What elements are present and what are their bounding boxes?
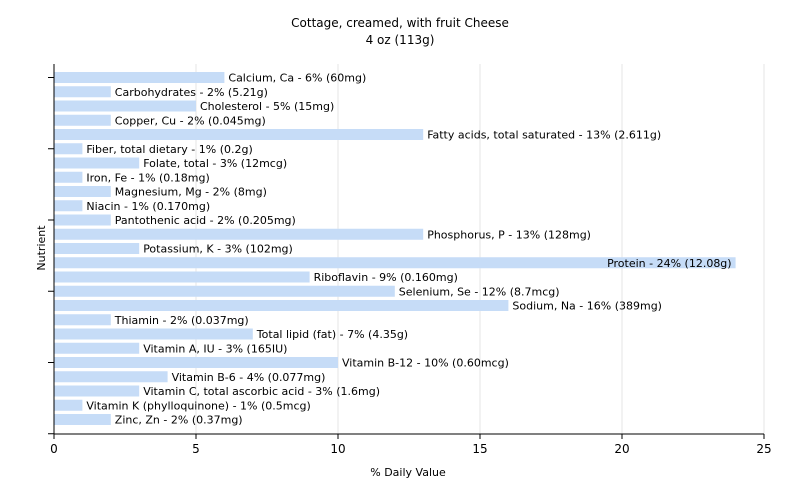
bar-label: Thiamin - 2% (0.037mg) — [114, 314, 249, 327]
bar — [54, 328, 253, 340]
bar — [54, 243, 140, 254]
x-tick-label: 10 — [330, 442, 345, 456]
bar — [54, 271, 310, 283]
bar-label: Potassium, K - 3% (102mg) — [143, 243, 293, 256]
bar — [54, 72, 225, 83]
bar-label: Calcium, Ca - 6% (60mg) — [228, 72, 366, 85]
x-tick-label: 25 — [756, 442, 771, 456]
bar — [54, 186, 111, 197]
bar-label: Selenium, Se - 12% (8.7mcg) — [399, 285, 560, 298]
bar — [54, 385, 140, 397]
bar — [54, 399, 83, 411]
bar — [54, 300, 509, 311]
chart-title: Cottage, creamed, with fruit Cheese — [291, 16, 509, 30]
bar-label: Copper, Cu - 2% (0.045mg) — [115, 114, 266, 127]
bar-label: Niacin - 1% (0.170mg) — [86, 200, 210, 213]
bar-label: Riboflavin - 9% (0.160mg) — [314, 271, 458, 284]
bar — [54, 214, 111, 226]
bar — [54, 257, 736, 269]
bar-label: Fatty acids, total saturated - 13% (2.61… — [427, 129, 661, 142]
bar-label: Vitamin B-6 - 4% (0.077mg) — [172, 371, 326, 384]
x-tick-label: 5 — [192, 442, 200, 456]
bar — [54, 228, 424, 240]
bar-label: Sodium, Na - 16% (389mg) — [512, 300, 662, 313]
bar — [54, 314, 111, 326]
bar-label: Total lipid (fat) - 7% (4.35g) — [256, 328, 408, 341]
bar-label: Carbohydrates - 2% (5.21g) — [115, 86, 268, 99]
x-tick-label: 15 — [472, 442, 487, 456]
bar-label: Zinc, Zn - 2% (0.37mg) — [115, 414, 243, 427]
bar-label: Phosphorus, P - 13% (128mg) — [427, 228, 591, 241]
bar-label: Cholesterol - 5% (15mg) — [200, 100, 334, 113]
bar-label: Vitamin C, total ascorbic acid - 3% (1.6… — [143, 385, 380, 398]
x-tick-label: 20 — [614, 442, 629, 456]
bar-label: Vitamin K (phylloquinone) - 1% (0.5mcg) — [86, 399, 310, 412]
bar-label: Magnesium, Mg - 2% (8mg) — [115, 186, 267, 199]
bar-label: Protein - 24% (12.08g) — [607, 257, 732, 270]
bar — [54, 86, 111, 98]
bar — [54, 200, 83, 212]
bar-label: Vitamin A, IU - 3% (165IU) — [143, 342, 287, 355]
bar — [54, 143, 83, 155]
chart-subtitle: 4 oz (113g) — [366, 33, 435, 47]
x-tick-label: 0 — [50, 442, 58, 456]
bar — [54, 114, 111, 126]
bar-label: Vitamin B-12 - 10% (0.60mcg) — [342, 357, 509, 370]
x-axis-label: % Daily Value — [370, 466, 446, 479]
bar — [54, 129, 424, 140]
bar-label: Fiber, total dietary - 1% (0.2g) — [86, 143, 252, 156]
grid-lines — [195, 64, 765, 434]
bar — [54, 285, 395, 297]
bar-label: Iron, Fe - 1% (0.18mg) — [86, 171, 209, 184]
bar — [54, 357, 338, 368]
bar — [54, 414, 111, 425]
bar — [54, 171, 83, 183]
bar — [54, 342, 140, 354]
y-axis-label: Nutrient — [35, 225, 48, 271]
bar-label: Pantothenic acid - 2% (0.205mg) — [115, 214, 296, 227]
bars: Calcium, Ca - 6% (60mg)Carbohydrates - 2… — [54, 72, 736, 427]
bar — [54, 157, 140, 169]
bar-label: Folate, total - 3% (12mcg) — [143, 157, 287, 170]
bar — [54, 100, 196, 112]
axes: 0 5 10 15 20 25 — [48, 64, 772, 456]
bar — [54, 371, 168, 383]
